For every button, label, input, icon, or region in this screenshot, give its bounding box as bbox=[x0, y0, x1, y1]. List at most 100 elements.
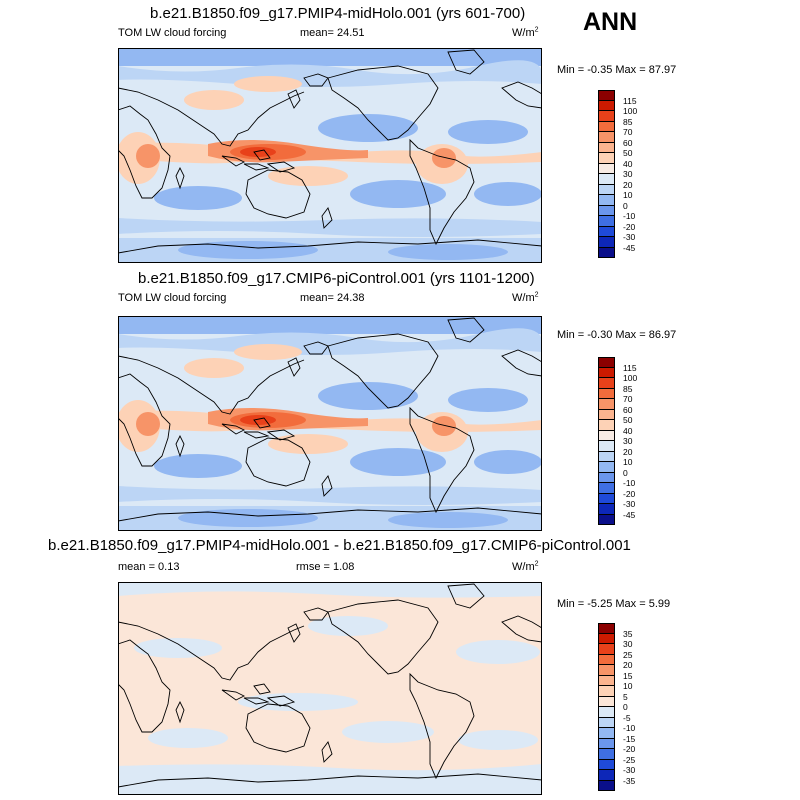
panel-2-mean: mean= 24.38 bbox=[300, 292, 365, 304]
panel-2-colorbar-tick-label: 40 bbox=[623, 425, 633, 436]
coastline bbox=[501, 81, 542, 109]
panel-1-colorbar-tick-label: 0 bbox=[623, 200, 628, 211]
panel-1-colorbar-swatch bbox=[598, 111, 615, 122]
coastline bbox=[245, 169, 311, 219]
panel-3-rmse: rmse = 1.08 bbox=[296, 561, 355, 573]
panel-2-colorbar-swatch bbox=[598, 483, 615, 494]
subtropical-atlantic-north bbox=[448, 388, 528, 412]
panel-3-colorbar-swatch bbox=[598, 644, 615, 655]
panel-3-minmax: Min = -5.25 Max = 5.99 bbox=[557, 598, 671, 610]
coastline bbox=[221, 155, 246, 167]
north-indian-negative bbox=[134, 638, 222, 658]
panel-1-colorbar-swatch bbox=[598, 153, 615, 164]
panel-1-mean: mean= 24.51 bbox=[300, 27, 365, 39]
coastline bbox=[287, 89, 301, 109]
panel-1-colorbar-tick-label: -10 bbox=[623, 211, 636, 221]
panel-1-colorbar-tick-label: 115 bbox=[623, 95, 637, 106]
panel-3-title: b.e21.B1850.f09_g17.PMIP4-midHolo.001 - … bbox=[48, 537, 631, 554]
panel-2-minmax: Min = -0.30 Max = 86.97 bbox=[557, 329, 677, 341]
panel-1-title: b.e21.B1850.f09_g17.PMIP4-midHolo.001 (y… bbox=[150, 5, 526, 22]
coastline bbox=[409, 406, 475, 514]
coastline bbox=[447, 317, 485, 343]
panel-3-colorbar-tick-label: 20 bbox=[623, 660, 633, 670]
map-frame bbox=[118, 582, 542, 795]
panel-2-colorbar-swatch bbox=[598, 367, 615, 378]
panel-2-colorbar-swatch bbox=[598, 399, 615, 410]
coastline bbox=[253, 149, 271, 161]
coastline bbox=[221, 689, 246, 701]
panel-1-colorbar-swatch bbox=[598, 205, 615, 216]
arctic-negative bbox=[118, 582, 542, 598]
coastline bbox=[321, 475, 333, 497]
panel-2-colorbar-tick-label: 20 bbox=[623, 446, 633, 457]
panel-2-colorbar-swatch bbox=[598, 472, 615, 483]
coastline bbox=[447, 49, 485, 75]
panel-2-colorbar-tick-label: 30 bbox=[623, 436, 633, 446]
panel-1-colorbar-swatch bbox=[598, 90, 615, 101]
north-pacific-negative bbox=[308, 616, 388, 636]
coastline bbox=[245, 437, 311, 487]
panel-1-colorbar-swatch bbox=[598, 132, 615, 143]
panel-2-colorbar-swatch bbox=[598, 378, 615, 389]
panel-1-variable: TOM LW cloud forcing bbox=[118, 27, 227, 39]
panel-2-colorbar-tick-label: 60 bbox=[623, 404, 633, 415]
coastline bbox=[118, 105, 171, 199]
coastline bbox=[175, 700, 185, 724]
congo-core bbox=[136, 412, 160, 436]
panel-1-colorbar-swatch bbox=[598, 237, 615, 248]
panel-2-colorbar-swatch bbox=[598, 388, 615, 399]
coastline bbox=[243, 163, 270, 171]
coastline bbox=[327, 333, 439, 409]
subtropical-atlantic-north bbox=[448, 120, 528, 144]
coastline bbox=[501, 349, 542, 377]
warm-pool-peak bbox=[240, 147, 276, 157]
subtropical-pacific-south bbox=[350, 448, 446, 476]
panel-3-colorbar-tick-label: -25 bbox=[623, 754, 636, 765]
season-label: ANN bbox=[583, 8, 638, 36]
panel-2-colorbar-tick-label: -20 bbox=[623, 488, 636, 499]
panel-1-map bbox=[118, 48, 542, 263]
coastline bbox=[321, 741, 333, 763]
panel-3-colorbar-tick-label: -10 bbox=[623, 723, 636, 733]
panel-1-units: W/m2 bbox=[512, 26, 539, 39]
panel-1-colorbar-swatch bbox=[598, 142, 615, 153]
subtropical-pacific-north bbox=[318, 382, 418, 410]
panel-1-colorbar-tick-label: 40 bbox=[623, 158, 633, 169]
storm-track-north bbox=[118, 328, 542, 355]
north-asia-band bbox=[234, 344, 302, 360]
arctic-band bbox=[118, 48, 542, 66]
coastline bbox=[175, 434, 185, 458]
panel-1-colorbar-swatches bbox=[598, 90, 615, 258]
panel-1-colorbar-swatch bbox=[598, 163, 615, 174]
storm-track-north bbox=[118, 60, 542, 87]
coastline bbox=[253, 417, 271, 429]
warm-pool-peak bbox=[240, 415, 276, 425]
panel-2-colorbar-tick-label: 85 bbox=[623, 383, 633, 394]
subtropical-atlantic-south bbox=[474, 182, 542, 206]
panel-1-colorbar-tick-label: -20 bbox=[623, 221, 636, 232]
southern-ocean-negative bbox=[118, 764, 542, 795]
panel-2-colorbar-swatch bbox=[598, 462, 615, 473]
subtropical-indian-south bbox=[154, 186, 242, 210]
coastline bbox=[243, 431, 270, 439]
coastline bbox=[245, 703, 311, 753]
coastline bbox=[266, 161, 296, 173]
coastline bbox=[501, 615, 542, 643]
panel-3-colorbar-swatch bbox=[598, 728, 615, 739]
panel-3-colorbar-tick-label: -35 bbox=[623, 775, 636, 786]
coastline bbox=[118, 639, 171, 733]
antarctic-deep-blue bbox=[178, 509, 318, 527]
coastline bbox=[118, 621, 305, 681]
panel-1-colorbar-swatch bbox=[598, 226, 615, 237]
antarctic-deep-blue-east bbox=[388, 512, 508, 528]
coastline bbox=[409, 672, 475, 780]
panel-3-colorbar-swatch bbox=[598, 665, 615, 676]
coastline bbox=[118, 87, 305, 147]
coastline bbox=[253, 683, 271, 695]
panel-2-colorbar-tick-label: 10 bbox=[623, 457, 633, 467]
panel-2-colorbar-tick-label: 50 bbox=[623, 415, 633, 425]
panel-2-colorbar-tick-label: 115 bbox=[623, 362, 637, 373]
tropical-pacific-negative bbox=[238, 693, 358, 711]
north-asia-band bbox=[234, 76, 302, 92]
panel-1-colorbar-tick-label: 70 bbox=[623, 127, 633, 137]
